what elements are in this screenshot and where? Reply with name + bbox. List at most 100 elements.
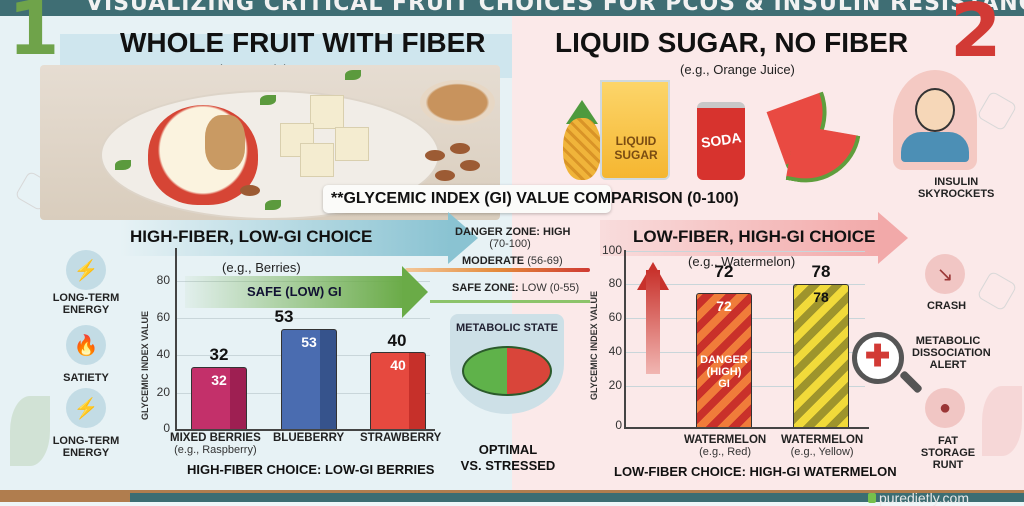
brand-text: puredietly.com: [879, 490, 970, 506]
panel-number-1: 1: [8, 0, 60, 72]
gridline: [625, 284, 865, 285]
y-tick: 80: [608, 276, 622, 290]
safe-gi-arrow: SAFE (LOW) GI: [185, 276, 405, 308]
gridline: [625, 251, 865, 252]
hexagon-decor: [976, 270, 1018, 312]
bar-value: 78: [811, 262, 831, 281]
category-yellow-watermelon: WATERMELON (e.g., Yellow): [781, 434, 864, 458]
benefit-label: SATIETY: [63, 372, 109, 384]
left-section-example: (e.g., Berries): [222, 260, 301, 275]
y-tick: 20: [608, 378, 622, 392]
lightning-icon: ⚡: [66, 388, 106, 428]
category-mixed-berries: MIXED BERRIES (e.g., Raspberry): [170, 432, 261, 456]
danger-zone-label: DANGER ZONE: HIGH (70-100): [455, 226, 571, 250]
microgreens: [260, 95, 276, 105]
hexagon-decor: [976, 90, 1018, 132]
almond: [425, 150, 445, 161]
mint-leaf: [115, 160, 131, 170]
flame-icon: 🔥: [66, 325, 106, 365]
soda-label: SODA: [700, 129, 743, 151]
right-section-arrowhead: [878, 212, 908, 264]
fat-sack-icon: ●: [925, 388, 965, 428]
benefit-label: LONG-TERM ENERGY: [52, 435, 120, 459]
safe-gi-arrowhead: [402, 266, 428, 318]
bar-red-watermelon: 72 DANGER (HIGH) GI: [696, 293, 752, 427]
stressed-face: [915, 88, 955, 132]
soda-can-icon: SODA: [697, 102, 745, 180]
category-blueberry: BLUEBERRY: [273, 432, 345, 444]
y-tick: 100: [601, 243, 622, 257]
bar-blueberry: 53: [281, 329, 337, 429]
person-body: [901, 132, 969, 162]
effect-label: FAT STORAGE RUNT: [920, 435, 976, 471]
right-section-example: (e.g., Watermelon): [688, 254, 796, 269]
moderate-range: (56-69): [527, 255, 563, 267]
y-tick: 80: [156, 273, 170, 287]
leaf-sprig-decor: [982, 386, 1022, 456]
bar-inner-value: 72: [716, 298, 732, 314]
infographic-title: VISUALIZING CRITICAL FRUIT CHOICES FOR P…: [86, 0, 1024, 16]
brand-watermark: puredietly.com: [868, 490, 969, 506]
danger-zone-range: (70-100): [489, 238, 531, 250]
x-axis: [175, 429, 435, 431]
left-section-heading: HIGH-FIBER, LOW-GI CHOICE: [130, 227, 373, 246]
bar-inner-value: 40: [390, 357, 406, 373]
safe-zone-range: LOW (0-55): [521, 282, 580, 294]
bar-value: 32: [209, 345, 229, 364]
bar-mixed-berries: 32: [191, 367, 247, 429]
almond: [435, 170, 455, 181]
right-panel-example: (e.g., Orange Juice): [680, 62, 795, 77]
category-strawberry: STRAWBERRY: [360, 432, 442, 444]
title-banner: VISUALIZING CRITICAL FRUIT CHOICES FOR P…: [0, 0, 1024, 16]
y-tick: 20: [156, 385, 170, 399]
left-chart-footer: HIGH-FIBER CHOICE: LOW-GI BERRIES: [187, 462, 435, 477]
moderate-zone-label: MODERATE (56-69): [462, 255, 563, 267]
bar-yellow-watermelon: 78: [793, 284, 849, 427]
leaf-sprig-decor: [10, 396, 50, 466]
y-tick: 40: [156, 347, 170, 361]
almond: [240, 185, 260, 196]
crash-arrow-icon: ↘: [925, 254, 965, 294]
right-chart-footer: LOW-FIBER CHOICE: HIGH-GI WATERMELON: [614, 464, 897, 479]
cheese-cube: [310, 95, 344, 129]
x-axis: [624, 427, 869, 429]
pineapple-icon: [563, 118, 601, 180]
gi-comparison-title: **GLYCEMIC INDEX (GI) VALUE COMPARISON (…: [331, 190, 739, 207]
effect-label: CRASH: [927, 300, 967, 312]
effect-label: METABOLIC DISSOCIATION ALERT: [912, 335, 991, 371]
y-tick: 60: [156, 310, 170, 324]
benefit-label: LONG-TERM ENERGY: [52, 292, 120, 316]
danger-zone-text: DANGER ZONE: HIGH: [455, 226, 571, 238]
bar-value: 72: [714, 262, 734, 281]
right-panel-title: LIQUID SUGAR, NO FIBER: [555, 27, 909, 58]
category-red-watermelon: WATERMELON (e.g., Red): [684, 434, 767, 458]
right-section-heading: LOW-FIBER, HIGH-GI CHOICE: [633, 227, 876, 246]
gi-comparison-title-box: **GLYCEMIC INDEX (GI) VALUE COMPARISON (…: [323, 185, 739, 213]
metabolic-caption: OPTIMAL VS. STRESSED: [460, 442, 556, 473]
panel-number-2: 2: [950, 0, 1002, 74]
gridline: [175, 318, 430, 319]
juice-label: LIQUID SUGAR: [614, 134, 658, 162]
nut-butter-bowl: [420, 80, 495, 125]
y-axis: [175, 248, 177, 430]
moderate-text: MODERATE: [462, 255, 525, 267]
mint-leaf: [345, 70, 361, 80]
bar-value: 53: [274, 307, 294, 326]
rising-arrow: [646, 270, 660, 374]
peanut-butter-image: [205, 115, 245, 170]
left-section-arrowhead: [448, 212, 478, 264]
y-tick: 40: [608, 344, 622, 358]
metabolic-state-title: METABOLIC STATE: [455, 322, 559, 334]
right-section-arrow: [600, 220, 880, 256]
mint-leaf: [265, 200, 281, 210]
y-axis-label: GLYCEMIC INDEX VALUE: [140, 310, 150, 420]
bar-value: 40: [387, 331, 407, 350]
danger-bar-label: DANGER (HIGH) GI: [700, 354, 748, 390]
brand-leaf-icon: [868, 493, 876, 503]
safe-zone-text: SAFE ZONE:: [452, 282, 519, 294]
almond: [460, 160, 480, 171]
magnifier-alert-icon: ✚: [852, 332, 904, 384]
mitochondria-icon: [462, 346, 552, 396]
insulin-skyrockets-text: INSULIN SKYROCKETS: [918, 176, 995, 200]
bottom-teal-bar: [130, 493, 1024, 502]
